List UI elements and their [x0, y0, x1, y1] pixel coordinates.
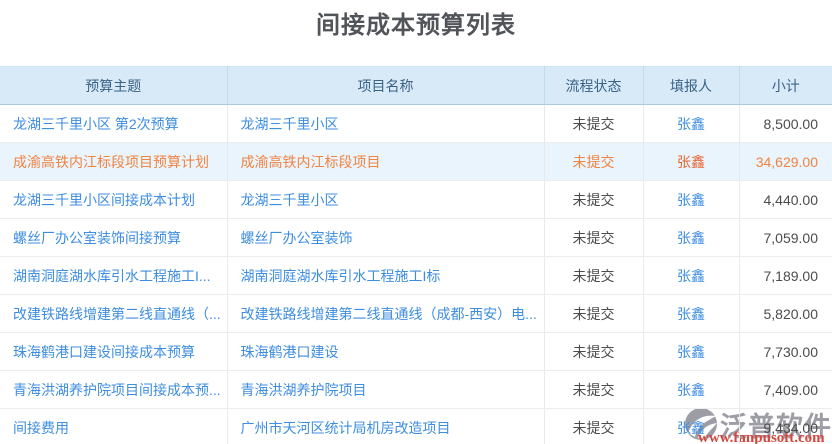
reporter-cell: 张鑫 [643, 180, 740, 219]
flow-status-cell: 未提交 [544, 142, 644, 181]
table-row: 龙湖三千里小区间接成本计划 龙湖三千里小区 未提交 张鑫 4,440.00 [0, 180, 832, 219]
flow-status-cell: 未提交 [544, 408, 644, 444]
subtotal-cell: 7,730.00 [739, 332, 832, 371]
reporter-link[interactable]: 张鑫 [677, 267, 705, 284]
reporter-cell: 张鑫 [643, 408, 740, 444]
reporter-link[interactable]: 张鑫 [677, 191, 705, 208]
project-name-cell: 成渝高铁内江标段项目 [227, 142, 545, 181]
column-header-subject: 预算主题 [0, 66, 228, 105]
reporter-link[interactable]: 张鑫 [677, 381, 705, 398]
budget-subject-link[interactable]: 青海洪湖养护院项目间接成本预... [13, 381, 221, 398]
subtotal-cell: 7,409.00 [739, 370, 832, 409]
page: 间接成本预算列表 泛普软件 www.fanpusoft.com 预算主题 项目名… [0, 9, 832, 444]
budget-subject-link[interactable]: 改建铁路线增建第二线直通线（... [13, 305, 221, 322]
project-name-link[interactable]: 珠海鹤港口建设 [240, 343, 339, 360]
reporter-link[interactable]: 张鑫 [677, 305, 705, 322]
table-header: 预算主题 项目名称 流程状态 填报人 小计 [0, 66, 832, 105]
project-name-link[interactable]: 广州市天河区统计局机房改造项目 [240, 419, 451, 436]
reporter-cell: 张鑫 [643, 256, 740, 295]
budget-subject-link[interactable]: 龙湖三千里小区间接成本计划 [13, 191, 195, 208]
project-name-link[interactable]: 螺丝厂办公室装饰 [240, 229, 353, 246]
project-name-cell: 龙湖三千里小区 [227, 104, 545, 143]
subtotal-cell: 4,440.00 [739, 180, 832, 219]
flow-status-cell: 未提交 [544, 218, 644, 257]
budget-table: 预算主题 项目名称 流程状态 填报人 小计 龙湖三千里小区 第2次预算 龙湖三千… [0, 66, 832, 444]
flow-status-cell: 未提交 [544, 332, 644, 371]
project-name-link[interactable]: 改建铁路线增建第二线直通线（成都-西安）电... [240, 305, 537, 322]
project-name-link[interactable]: 湖南洞庭湖水库引水工程施工I标 [240, 267, 441, 284]
table-row: 湖南洞庭湖水库引水工程施工I... 湖南洞庭湖水库引水工程施工I标 未提交 张鑫… [0, 256, 832, 295]
project-name-link[interactable]: 龙湖三千里小区 [240, 115, 339, 132]
reporter-cell: 张鑫 [643, 104, 740, 143]
flow-status-cell: 未提交 [544, 294, 644, 333]
budget-subject-link[interactable]: 成渝高铁内江标段项目预算计划 [13, 153, 209, 170]
subtotal-cell: 5,820.00 [739, 294, 832, 333]
project-name-cell: 湖南洞庭湖水库引水工程施工I标 [227, 256, 545, 295]
budget-subject-cell: 青海洪湖养护院项目间接成本预... [0, 370, 228, 409]
project-name-cell: 改建铁路线增建第二线直通线（成都-西安）电... [227, 294, 545, 333]
subtotal-cell: 7,059.00 [739, 218, 832, 257]
budget-subject-link[interactable]: 间接费用 [13, 419, 69, 436]
subtotal-cell: 34,629.00 [739, 142, 832, 181]
budget-subject-cell: 间接费用 [0, 408, 228, 444]
flow-status-cell: 未提交 [544, 256, 644, 295]
reporter-link[interactable]: 张鑫 [677, 115, 705, 132]
column-header-reporter: 填报人 [643, 66, 740, 105]
reporter-cell: 张鑫 [643, 294, 740, 333]
reporter-link[interactable]: 张鑫 [677, 229, 705, 246]
subtotal-cell: 7,189.00 [739, 256, 832, 295]
table-row: 改建铁路线增建第二线直通线（... 改建铁路线增建第二线直通线（成都-西安）电.… [0, 294, 832, 333]
budget-subject-link[interactable]: 龙湖三千里小区 第2次预算 [13, 115, 179, 132]
budget-subject-cell: 改建铁路线增建第二线直通线（... [0, 294, 228, 333]
table-row: 成渝高铁内江标段项目预算计划 成渝高铁内江标段项目 未提交 张鑫 34,629.… [0, 142, 832, 181]
reporter-link[interactable]: 张鑫 [677, 153, 705, 170]
table-row: 螺丝厂办公室装饰间接预算 螺丝厂办公室装饰 未提交 张鑫 7,059.00 [0, 218, 832, 257]
budget-subject-cell: 珠海鹤港口建设间接成本预算 [0, 332, 228, 371]
budget-subject-link[interactable]: 螺丝厂办公室装饰间接预算 [13, 229, 181, 246]
budget-subject-cell: 龙湖三千里小区 第2次预算 [0, 104, 228, 143]
table-row: 珠海鹤港口建设间接成本预算 珠海鹤港口建设 未提交 张鑫 7,730.00 [0, 332, 832, 371]
column-header-status: 流程状态 [544, 66, 644, 105]
flow-status-cell: 未提交 [544, 370, 644, 409]
budget-subject-link[interactable]: 湖南洞庭湖水库引水工程施工I... [13, 267, 211, 284]
table-row: 青海洪湖养护院项目间接成本预... 青海洪湖养护院项目 未提交 张鑫 7,409… [0, 370, 832, 409]
column-header-project: 项目名称 [227, 66, 545, 105]
reporter-link[interactable]: 张鑫 [677, 419, 705, 436]
budget-subject-cell: 龙湖三千里小区间接成本计划 [0, 180, 228, 219]
budget-subject-cell: 成渝高铁内江标段项目预算计划 [0, 142, 228, 181]
project-name-cell: 广州市天河区统计局机房改造项目 [227, 408, 545, 444]
flow-status-cell: 未提交 [544, 180, 644, 219]
project-name-link[interactable]: 青海洪湖养护院项目 [240, 381, 367, 398]
column-header-subtotal: 小计 [739, 66, 832, 105]
reporter-cell: 张鑫 [643, 370, 740, 409]
table-row: 龙湖三千里小区 第2次预算 龙湖三千里小区 未提交 张鑫 8,500.00 [0, 104, 832, 143]
budget-subject-link[interactable]: 珠海鹤港口建设间接成本预算 [13, 343, 195, 360]
project-name-link[interactable]: 龙湖三千里小区 [240, 191, 339, 208]
project-name-link[interactable]: 成渝高铁内江标段项目 [240, 153, 381, 170]
subtotal-cell: 8,500.00 [739, 104, 832, 143]
project-name-cell: 青海洪湖养护院项目 [227, 370, 545, 409]
budget-subject-cell: 湖南洞庭湖水库引水工程施工I... [0, 256, 228, 295]
project-name-cell: 龙湖三千里小区 [227, 180, 545, 219]
reporter-cell: 张鑫 [643, 218, 740, 257]
project-name-cell: 珠海鹤港口建设 [227, 332, 545, 371]
reporter-cell: 张鑫 [643, 332, 740, 371]
flow-status-cell: 未提交 [544, 104, 644, 143]
budget-subject-cell: 螺丝厂办公室装饰间接预算 [0, 218, 228, 257]
page-title: 间接成本预算列表 [316, 12, 516, 39]
reporter-cell: 张鑫 [643, 142, 740, 181]
project-name-cell: 螺丝厂办公室装饰 [227, 218, 545, 257]
reporter-link[interactable]: 张鑫 [677, 343, 705, 360]
table-body: 龙湖三千里小区 第2次预算 龙湖三千里小区 未提交 张鑫 8,500.00 成渝… [0, 104, 832, 444]
subtotal-cell: 9,434.00 [739, 408, 832, 444]
table-row: 间接费用 广州市天河区统计局机房改造项目 未提交 张鑫 9,434.00 [0, 408, 832, 444]
